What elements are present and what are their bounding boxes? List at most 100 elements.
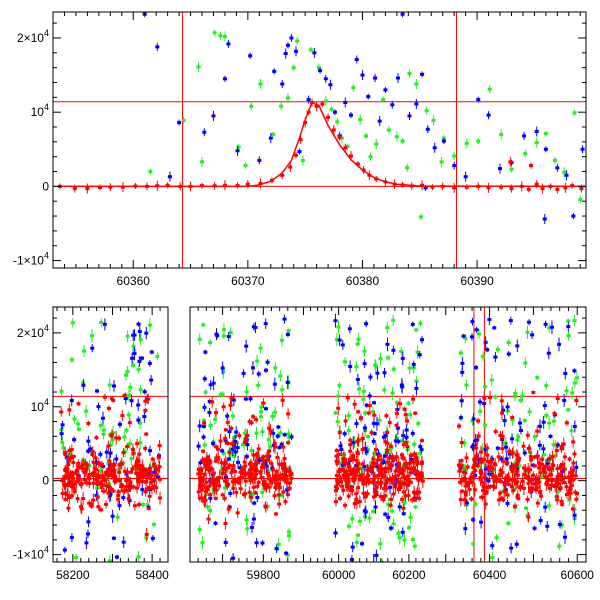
bottom-red-point-s0-90 — [104, 484, 109, 488]
bottom-red-point-s0-216 — [76, 478, 81, 482]
bottom-red-point-s3-105 — [521, 444, 526, 448]
bottom-green-point-s2-66 — [354, 365, 359, 369]
bottom-red-point-s1-160 — [220, 493, 225, 497]
bottom-green-point-s2-76 — [347, 524, 352, 528]
bottom-green-point-s1-77 — [200, 541, 205, 545]
bottom-green-point-s0-47 — [128, 442, 133, 446]
bottom-red-point-s2-250 — [387, 456, 392, 460]
top-blue-point-26 — [343, 101, 348, 105]
bottom-red-point-s2-223 — [353, 473, 358, 477]
bottom-green-point-s2-59 — [386, 356, 391, 360]
top-green-point-53 — [439, 160, 444, 164]
bottom-blue-point-s3-17 — [557, 342, 562, 346]
top-blue-point-7 — [226, 42, 231, 46]
bottom-blue-point-s3-88 — [506, 352, 511, 356]
bottom-red-point-s1-53 — [230, 480, 235, 484]
bottom-red-point-s2-279 — [355, 452, 360, 456]
top-red-point-26 — [314, 104, 319, 108]
bottom-red-point-s3-11 — [493, 475, 498, 479]
top-green-point-44 — [534, 141, 539, 145]
bottom-blue-point-s2-77 — [399, 383, 404, 387]
bottom-green-point-s2-30 — [366, 435, 371, 439]
bottom-red-point-s1-207 — [196, 490, 201, 494]
bottom-red-point-s1-98 — [281, 462, 286, 466]
bottom-blue-point-s1-31 — [220, 366, 225, 370]
bottom-red-point-s3-184 — [534, 477, 539, 481]
top-blue-point-8 — [235, 149, 240, 153]
bottom-red-point-s1-182 — [204, 480, 209, 484]
bottom-red-point-s3-3 — [511, 488, 516, 492]
bottom-red-point-s2-164 — [387, 421, 392, 425]
bottom-red-point-s0-65 — [127, 421, 132, 425]
top-green-point-40 — [487, 87, 492, 91]
bottom-blue-point-s0-2 — [101, 464, 106, 468]
bottom-green-point-s3-40 — [569, 429, 574, 433]
bottom-red-point-s2-259 — [416, 478, 421, 482]
bottom-green-point-s3-9 — [541, 453, 546, 457]
bottom-red-point-s3-149 — [464, 456, 469, 460]
bottom-green-point-s2-38 — [357, 464, 362, 468]
bottom-red-point-s3-25 — [571, 461, 576, 465]
bottom-red-point-s3-140 — [566, 475, 571, 479]
top-green-point-20 — [339, 136, 344, 140]
bottom-blue-point-s0-68 — [142, 415, 147, 419]
bottom-green-point-s3-22 — [483, 385, 488, 389]
bottom-red-point-s2-265 — [391, 492, 396, 496]
bottom-blue-point-s2-69 — [342, 432, 347, 436]
bottom-red-point-s1-184 — [229, 396, 234, 400]
bottom-red-point-s1-29 — [231, 464, 236, 468]
top-red-point-49 — [509, 187, 514, 191]
bottom-red-point-s2-22 — [385, 448, 390, 452]
bottom-red-point-s0-0 — [146, 506, 151, 510]
bottom-red-point-s1-117 — [249, 421, 254, 425]
bottom-red-point-s2-257 — [372, 474, 377, 478]
bottom-green-point-s0-40 — [151, 522, 156, 526]
bottom-blue-point-s2-27 — [396, 439, 401, 443]
bottom-x-tick-label-3-0: 60400 — [473, 568, 507, 582]
bottom-red-point-s3-253 — [462, 477, 467, 481]
bottom-blue-point-s0-1 — [60, 423, 65, 427]
bottom-red-point-s1-116 — [252, 477, 257, 481]
bottom-red-point-s3-94 — [531, 473, 536, 477]
bottom-red-point-s1-49 — [219, 461, 224, 465]
bottom-red-point-s2-107 — [343, 503, 348, 507]
bottom-blue-point-s2-38 — [347, 327, 352, 331]
bottom-red-point-s2-113 — [381, 467, 386, 471]
bottom-blue-point-s2-56 — [339, 448, 344, 452]
bottom-red-point-s0-193 — [84, 481, 89, 485]
bottom-blue-point-s3-89 — [562, 398, 567, 402]
bottom-red-point-s3-157 — [567, 488, 572, 492]
bottom-red-point-s2-190 — [408, 461, 413, 465]
bottom-red-point-s2-62 — [375, 458, 380, 462]
top-red-point-55 — [555, 187, 560, 191]
bottom-blue-point-s0-47 — [127, 499, 132, 503]
bottom-red-point-s0-167 — [151, 485, 156, 489]
bottom-blue-point-s1-8 — [244, 455, 249, 459]
bottom-red-point-s3-202 — [498, 479, 503, 483]
bottom-red-point-s0-114 — [148, 476, 153, 480]
bottom-red-point-s1-154 — [217, 476, 222, 480]
top-red-point-31 — [343, 146, 348, 150]
top-green-point-28 — [386, 128, 391, 132]
bottom-red-point-s1-249 — [279, 462, 284, 466]
bottom-red-point-s1-93 — [255, 454, 260, 458]
bottom-green-point-s0-52 — [122, 435, 127, 439]
bottom-red-point-s1-102 — [283, 467, 288, 471]
bottom-blue-point-s1-35 — [284, 488, 289, 492]
bottom-green-point-s1-21 — [208, 423, 213, 427]
bottom-blue-point-s0-58 — [62, 548, 67, 552]
bottom-green-point-s0-10 — [84, 409, 89, 413]
bottom-red-point-s0-190 — [77, 465, 82, 469]
bottom-red-point-s1-174 — [283, 473, 288, 477]
top-green-point-0 — [148, 170, 153, 174]
bottom-green-point-s0-28 — [140, 503, 145, 507]
bottom-red-point-s0-75 — [148, 480, 153, 484]
bottom-red-point-s0-181 — [63, 476, 68, 480]
bottom-red-point-s1-231 — [274, 482, 279, 486]
top-red-point-53 — [540, 187, 545, 191]
bottom-red-point-s3-248 — [550, 455, 555, 459]
top-blue-point-41 — [432, 146, 437, 150]
top-blue-point-15 — [285, 43, 290, 47]
top-blue-point-18 — [297, 150, 302, 154]
top-model-curve — [58, 101, 586, 188]
